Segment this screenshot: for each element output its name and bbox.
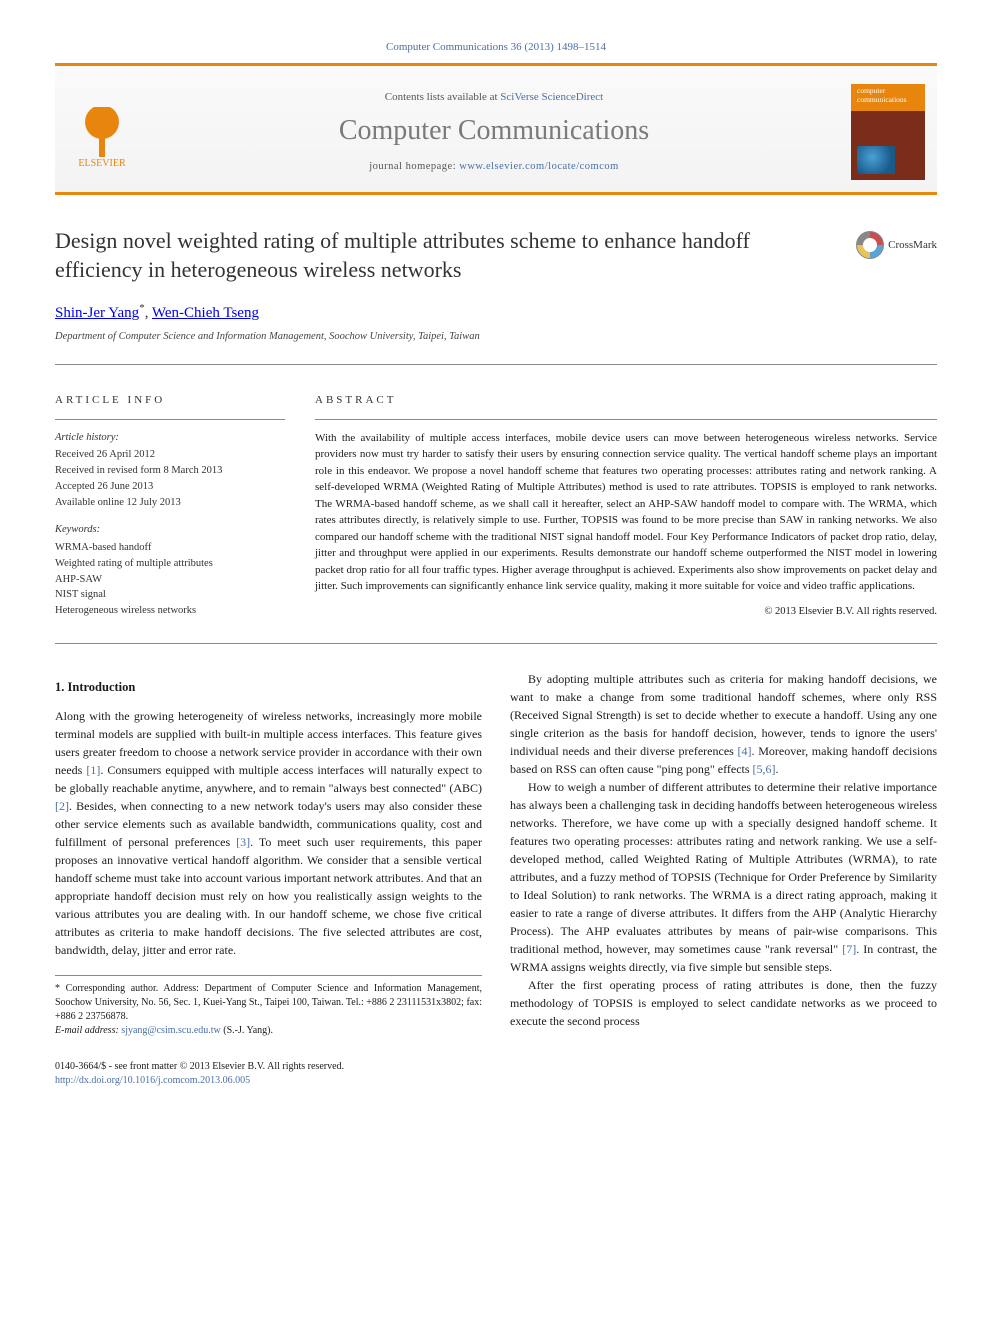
divider bbox=[55, 419, 285, 420]
email-note: E-mail address: sjyang@csim.scu.edu.tw (… bbox=[55, 1024, 482, 1038]
article-header: CrossMark Design novel weighted rating o… bbox=[55, 227, 937, 365]
abstract-block: ABSTRACT With the availability of multip… bbox=[315, 393, 937, 619]
homepage-prefix: journal homepage: bbox=[369, 161, 459, 172]
doi-link[interactable]: http://dx.doi.org/10.1016/j.comcom.2013.… bbox=[55, 1075, 250, 1086]
ref-link[interactable]: [2] bbox=[55, 799, 69, 813]
meta-row: ARTICLE INFO Article history: Received 2… bbox=[55, 393, 937, 619]
paragraph: How to weigh a number of different attri… bbox=[510, 778, 937, 976]
ref-link[interactable]: [3] bbox=[236, 835, 250, 849]
section-heading: 1. Introduction bbox=[55, 678, 482, 697]
history-line: Received in revised form 8 March 2013 bbox=[55, 463, 285, 479]
elsevier-logo[interactable]: ELSEVIER bbox=[67, 93, 137, 171]
homepage-link[interactable]: www.elsevier.com/locate/comcom bbox=[459, 161, 619, 172]
crossmark-badge[interactable]: CrossMark bbox=[856, 231, 937, 259]
cover-label: computer communications bbox=[857, 87, 925, 104]
author-sep: , bbox=[145, 305, 152, 321]
body-columns: 1. Introduction Along with the growing h… bbox=[55, 670, 937, 1038]
author-link[interactable]: Wen-Chieh Tseng bbox=[152, 305, 259, 321]
paragraph: After the first operating process of rat… bbox=[510, 976, 937, 1030]
corresponding-note: * Corresponding author. Address: Departm… bbox=[55, 982, 482, 1024]
ref-link[interactable]: [1] bbox=[86, 763, 100, 777]
authors: Shin-Jer Yang*, Wen-Chieh Tseng bbox=[55, 301, 937, 324]
contents-prefix: Contents lists available at bbox=[385, 91, 500, 103]
ref-link[interactable]: [7] bbox=[842, 942, 856, 956]
keyword: AHP-SAW bbox=[55, 572, 285, 588]
history-line: Accepted 26 June 2013 bbox=[55, 479, 285, 495]
affiliation: Department of Computer Science and Infor… bbox=[55, 330, 937, 345]
article-history: Article history: Received 26 April 2012 … bbox=[55, 430, 285, 619]
article-info-label: ARTICLE INFO bbox=[55, 393, 285, 408]
footer-left: 0140-3664/$ - see front matter © 2013 El… bbox=[55, 1060, 344, 1088]
history-line: Available online 12 July 2013 bbox=[55, 495, 285, 511]
abstract-text: With the availability of multiple access… bbox=[315, 430, 937, 595]
keyword: Heterogeneous wireless networks bbox=[55, 603, 285, 619]
cover-image-icon bbox=[857, 146, 895, 174]
divider bbox=[55, 643, 937, 644]
journal-name: Computer Communications bbox=[153, 111, 835, 150]
journal-header: ELSEVIER Contents lists available at Sci… bbox=[55, 63, 937, 195]
front-matter: 0140-3664/$ - see front matter © 2013 El… bbox=[55, 1060, 344, 1074]
ref-link[interactable]: [5,6] bbox=[753, 762, 776, 776]
paragraph: By adopting multiple attributes such as … bbox=[510, 670, 937, 778]
author-link[interactable]: Shin-Jer Yang bbox=[55, 305, 139, 321]
divider bbox=[55, 364, 937, 365]
keyword: NIST signal bbox=[55, 587, 285, 603]
paragraph: Along with the growing heterogeneity of … bbox=[55, 707, 482, 959]
page: Computer Communications 36 (2013) 1498–1… bbox=[0, 0, 992, 1118]
crossmark-icon bbox=[856, 231, 884, 259]
article-info: ARTICLE INFO Article history: Received 2… bbox=[55, 393, 285, 619]
keyword: Weighted rating of multiple attributes bbox=[55, 556, 285, 572]
email-label: E-mail address: bbox=[55, 1025, 119, 1036]
contents-line: Contents lists available at SciVerse Sci… bbox=[153, 90, 835, 105]
elsevier-tree-icon bbox=[80, 107, 124, 157]
elsevier-label: ELSEVIER bbox=[78, 157, 125, 171]
footnotes: * Corresponding author. Address: Departm… bbox=[55, 975, 482, 1038]
crossmark-label: CrossMark bbox=[888, 238, 937, 253]
history-line: Received 26 April 2012 bbox=[55, 447, 285, 463]
homepage-line: journal homepage: www.elsevier.com/locat… bbox=[153, 160, 835, 175]
journal-cover-thumb[interactable]: computer communications bbox=[851, 84, 925, 180]
keywords-heading: Keywords: bbox=[55, 522, 285, 538]
header-center: Contents lists available at SciVerse Sci… bbox=[153, 90, 835, 175]
abstract-label: ABSTRACT bbox=[315, 393, 937, 408]
article-title: Design novel weighted rating of multiple… bbox=[55, 227, 937, 284]
ref-link[interactable]: [4] bbox=[738, 744, 752, 758]
keyword: WRMA-based handoff bbox=[55, 540, 285, 556]
copyright: © 2013 Elsevier B.V. All rights reserved… bbox=[315, 605, 937, 620]
citation-line: Computer Communications 36 (2013) 1498–1… bbox=[55, 40, 937, 55]
page-footer: 0140-3664/$ - see front matter © 2013 El… bbox=[55, 1060, 937, 1088]
email-link[interactable]: sjyang@csim.scu.edu.tw bbox=[121, 1025, 220, 1036]
divider bbox=[315, 419, 937, 420]
email-who: (S.-J. Yang). bbox=[223, 1025, 273, 1036]
sciencedirect-link[interactable]: SciVerse ScienceDirect bbox=[500, 91, 603, 103]
history-heading: Article history: bbox=[55, 430, 285, 446]
